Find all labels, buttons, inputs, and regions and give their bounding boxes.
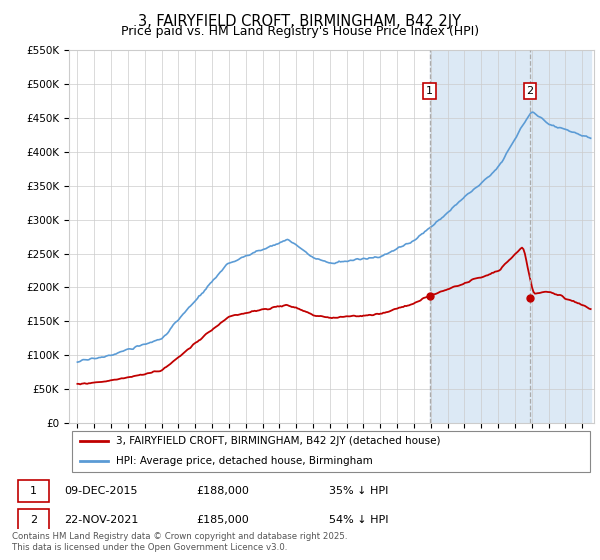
Text: 2: 2 [526, 86, 533, 96]
Text: £185,000: £185,000 [196, 515, 249, 525]
Text: 22-NOV-2021: 22-NOV-2021 [64, 515, 138, 525]
Text: Price paid vs. HM Land Registry's House Price Index (HPI): Price paid vs. HM Land Registry's House … [121, 25, 479, 38]
Text: 3, FAIRYFIELD CROFT, BIRMINGHAM, B42 2JY: 3, FAIRYFIELD CROFT, BIRMINGHAM, B42 2JY [139, 14, 461, 29]
Text: 2: 2 [30, 515, 37, 525]
Text: Contains HM Land Registry data © Crown copyright and database right 2025.
This d: Contains HM Land Registry data © Crown c… [12, 532, 347, 552]
Bar [430, 50, 590, 423]
Text: HPI: Average price, detached house, Birmingham: HPI: Average price, detached house, Birm… [116, 456, 373, 466]
Text: 1: 1 [30, 486, 37, 496]
Text: 1: 1 [426, 86, 433, 96]
Bar [18, 509, 49, 531]
Text: 09-DEC-2015: 09-DEC-2015 [64, 486, 137, 496]
Text: 35% ↓ HPI: 35% ↓ HPI [329, 486, 388, 496]
Bar [18, 480, 49, 502]
Text: 3, FAIRYFIELD CROFT, BIRMINGHAM, B42 2JY (detached house): 3, FAIRYFIELD CROFT, BIRMINGHAM, B42 2JY… [116, 436, 441, 446]
Text: £188,000: £188,000 [196, 486, 249, 496]
FancyBboxPatch shape [71, 431, 590, 472]
Text: 54% ↓ HPI: 54% ↓ HPI [329, 515, 388, 525]
